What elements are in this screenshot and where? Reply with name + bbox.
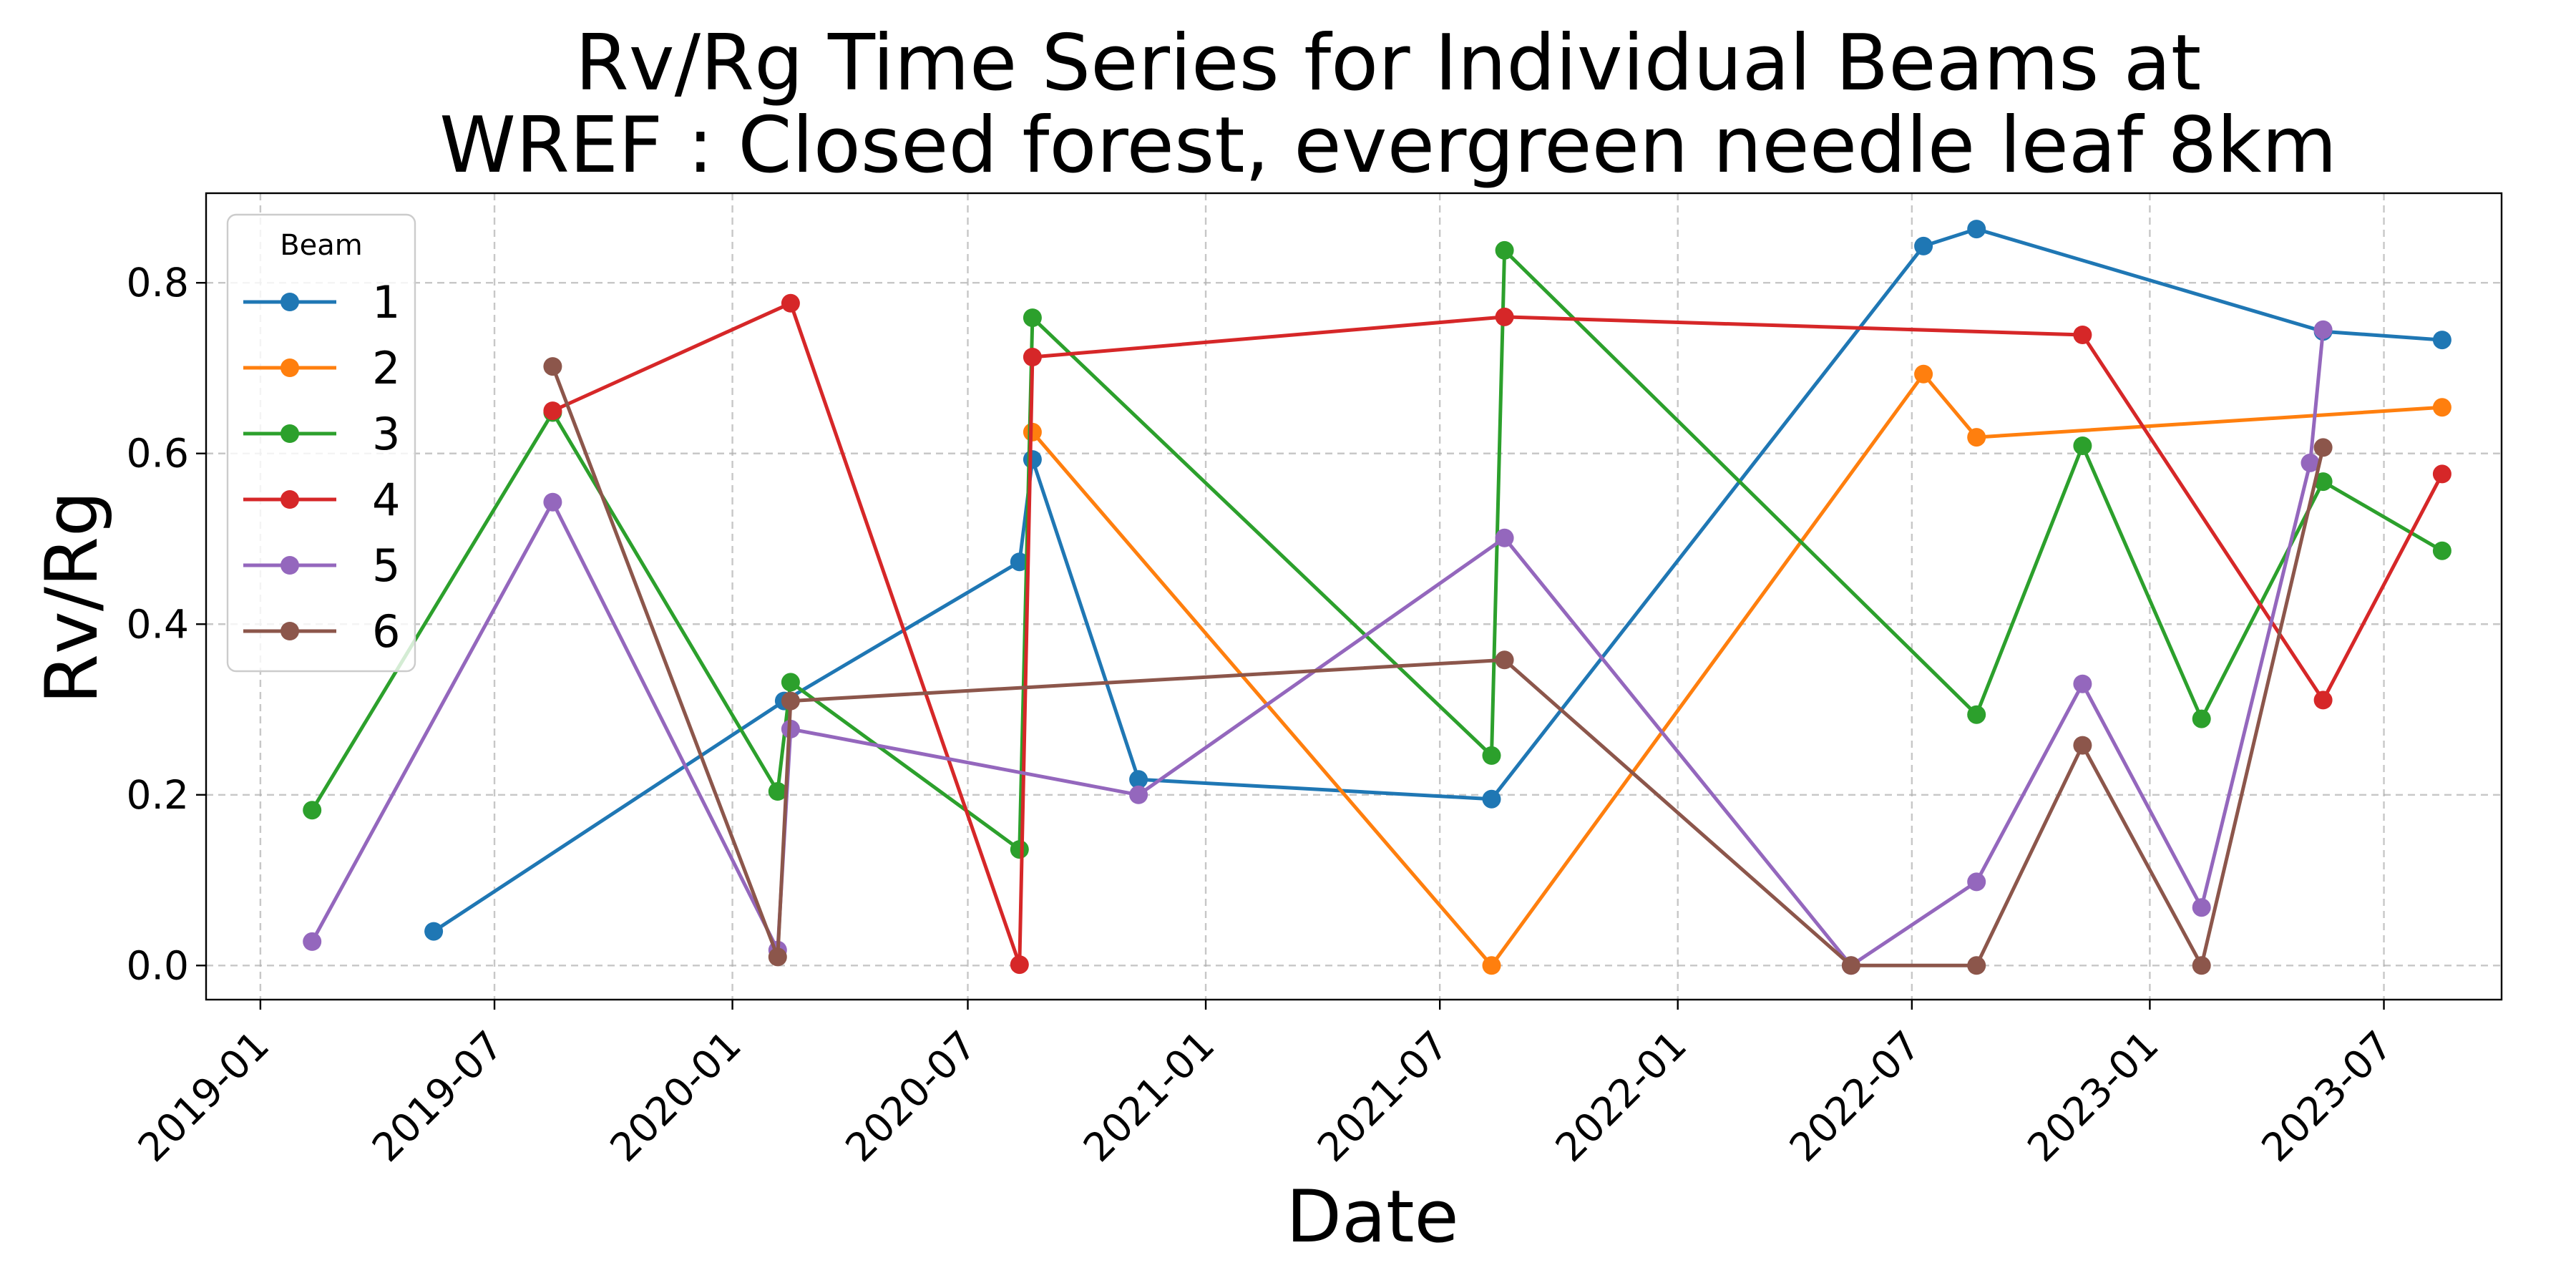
series-5-line [311,329,2326,967]
y-tick-label: 0.2 [127,772,189,818]
series-3-point [1495,240,1514,260]
series-1-point [1482,789,1501,809]
series-6-point [1841,956,1860,975]
legend-marker [280,358,299,377]
series-1-point [2432,331,2451,350]
legend-label: 3 [372,408,400,460]
legend-entry-6: 6 [243,605,400,658]
series-5-point [1967,872,1986,892]
y-tick-label: 0.0 [127,942,189,988]
series-layer [303,220,2451,975]
legend-label: 2 [372,342,400,394]
legend-marker [280,424,299,443]
series-1-point [1129,770,1148,789]
series-6-point [2192,956,2211,975]
legend-label: 6 [372,605,400,658]
series-4-point [2313,691,2333,710]
legend-frame [226,213,416,673]
series-6-point [2073,736,2092,755]
legend-marker [280,293,299,311]
series-3-point [768,782,787,801]
legend-marker [280,490,299,509]
plot-area-frame [205,192,2503,1001]
legend-entry-5: 5 [243,540,400,592]
series-6 [543,357,2333,975]
series-6-point [543,357,562,376]
legend-label: 5 [372,540,400,592]
series-4-point [781,293,800,313]
series-4-point [1023,348,1042,366]
x-axis-label: Date [1286,1174,1458,1259]
legend-title: Beam [280,229,363,262]
series-4-point [1010,955,1029,975]
series-1-point [424,922,444,941]
series-2-point [1967,428,1986,447]
series-5-point [2301,453,2320,472]
series-5-point [1129,785,1148,804]
series-5-point [1495,528,1514,547]
series-3-point [303,801,322,820]
series-3-point [2192,709,2211,728]
legend-entry-4: 4 [243,474,400,526]
series-3-point [1023,308,1042,328]
y-axis-label: Rv/Rg [29,491,114,704]
legend-entry-1: 1 [243,276,400,328]
series-1-point [1010,552,1029,572]
y-tick-label: 0.6 [127,431,189,477]
legend-label: 4 [372,474,400,526]
series-5-point [543,492,562,512]
legend-marker [280,622,299,640]
legend-label: 1 [372,276,400,328]
series-3-point [2073,436,2092,455]
series-3-point [1967,705,1986,724]
series-3-point [2313,472,2333,492]
series-6-point [1495,650,1514,670]
series-6-point [1967,956,1986,975]
series-3-point [2432,541,2451,560]
series-5-point [303,932,322,951]
series-2-point [2432,398,2451,417]
series-3-point [781,673,800,692]
series-4-point [543,401,562,421]
legend-entry-3: 3 [243,408,400,460]
series-3-point [1010,840,1029,859]
series-3 [303,240,2451,859]
series-1-point [1967,220,1986,239]
series-4 [543,293,2451,975]
series-2-point [1482,956,1501,975]
series-2-point [1914,364,1933,384]
series-4-point [2432,464,2451,484]
series-5-point [2073,674,2092,693]
legend: Beam 1 2 3 4 5 6 [226,213,416,673]
series-4-point [1495,307,1514,326]
chart-title-line-1: Rv/Rg Time Series for Individual Beams a… [575,19,2202,108]
series-6-point [2313,438,2333,457]
series-1-line [432,227,2443,933]
legend-marker [280,556,299,575]
series-5-point [2313,320,2333,339]
chart-title-line-2: WREF : Closed forest, evergreen needle l… [439,101,2337,190]
series-1-point [1914,236,1933,255]
series-3-point [1482,746,1501,765]
series-6-point [768,947,787,967]
y-tick-label: 0.4 [127,601,189,647]
series-1-point [1023,450,1042,469]
series-6-point [781,691,800,711]
series-4-line [552,301,2444,967]
legend-entry-2: 2 [243,342,400,394]
y-tick-label: 0.8 [127,260,189,306]
series-5-point [2192,898,2211,917]
series-4-point [2073,326,2092,344]
